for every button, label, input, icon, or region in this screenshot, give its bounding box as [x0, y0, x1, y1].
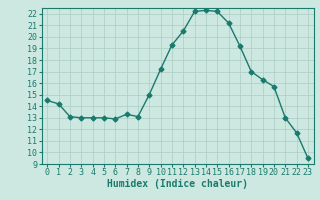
X-axis label: Humidex (Indice chaleur): Humidex (Indice chaleur): [107, 179, 248, 189]
